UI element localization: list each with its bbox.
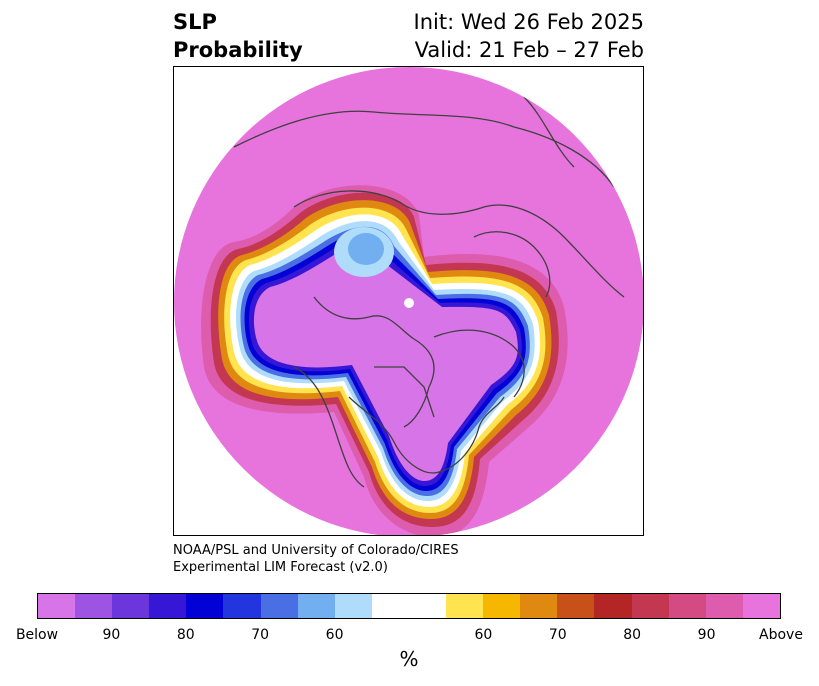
colorbar-tick-label: 80 (623, 627, 642, 643)
colorbar-segment (742, 594, 780, 618)
colorbar-segment (112, 594, 150, 618)
colorbar-tick-label: Below (15, 627, 59, 643)
colorbar-segment (408, 594, 447, 618)
colorbar-tick-label: 70 (251, 627, 270, 643)
colorbar-tick-label: 80 (176, 627, 195, 643)
probability-field (174, 67, 643, 535)
coastlines (233, 96, 625, 488)
colorbar-segment (186, 594, 224, 618)
colorbar-tick-label: 90 (697, 627, 716, 643)
colorbar-units: % (399, 647, 419, 671)
map-svg (174, 67, 643, 535)
colorbar-segment (75, 594, 113, 618)
init-date: Init: Wed 26 Feb 2025 (413, 10, 644, 34)
below-core (253, 241, 518, 481)
colorbar-segment (557, 594, 595, 618)
colorbar (37, 593, 781, 619)
colorbar-tick-label: 90 (102, 627, 121, 643)
arctic-pocket-core (348, 233, 384, 265)
colorbar-segment (520, 594, 558, 618)
colorbar-segment (149, 594, 187, 618)
colorbar-tick-label: 70 (548, 627, 567, 643)
credit-line-2: Experimental LIM Forecast (v2.0) (173, 560, 388, 575)
forecast-map (173, 66, 644, 536)
colorbar-tick-label: Above (759, 627, 803, 643)
colorbar-segment (446, 594, 484, 618)
north-pole-marker (404, 298, 414, 308)
colorbar-segment (705, 594, 743, 618)
valid-range: Valid: 21 Feb – 27 Feb (414, 38, 644, 62)
colorbar-tick-label: 60 (474, 627, 493, 643)
colorbar-segment (223, 594, 261, 618)
colorbar-segment (371, 594, 409, 618)
colorbar-segment (334, 594, 372, 618)
title-variable: SLP (173, 10, 217, 34)
colorbar-segment (38, 594, 76, 618)
credit-line-1: NOAA/PSL and University of Colorado/CIRE… (173, 543, 459, 558)
colorbar-segment (483, 594, 521, 618)
colorbar-segment (594, 594, 632, 618)
colorbar-segment (631, 594, 669, 618)
colorbar-segment (260, 594, 298, 618)
colorbar-segment (668, 594, 706, 618)
chart-title: SLP Probability (173, 8, 303, 64)
colorbar-segment (297, 594, 335, 618)
credit-text: NOAA/PSL and University of Colorado/CIRE… (173, 542, 459, 576)
forecast-dates: Init: Wed 26 Feb 2025 Valid: 21 Feb – 27… (414, 8, 644, 64)
colorbar-tick-label: 60 (325, 627, 344, 643)
title-metric: Probability (173, 38, 303, 62)
